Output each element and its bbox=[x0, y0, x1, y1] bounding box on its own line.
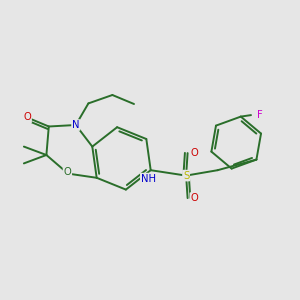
Text: O: O bbox=[190, 148, 198, 158]
Text: N: N bbox=[72, 120, 80, 130]
Text: NH: NH bbox=[141, 174, 156, 184]
Text: F: F bbox=[256, 110, 262, 120]
Text: O: O bbox=[190, 193, 198, 203]
Text: O: O bbox=[23, 112, 31, 122]
Text: O: O bbox=[64, 167, 71, 177]
Text: S: S bbox=[183, 171, 189, 181]
